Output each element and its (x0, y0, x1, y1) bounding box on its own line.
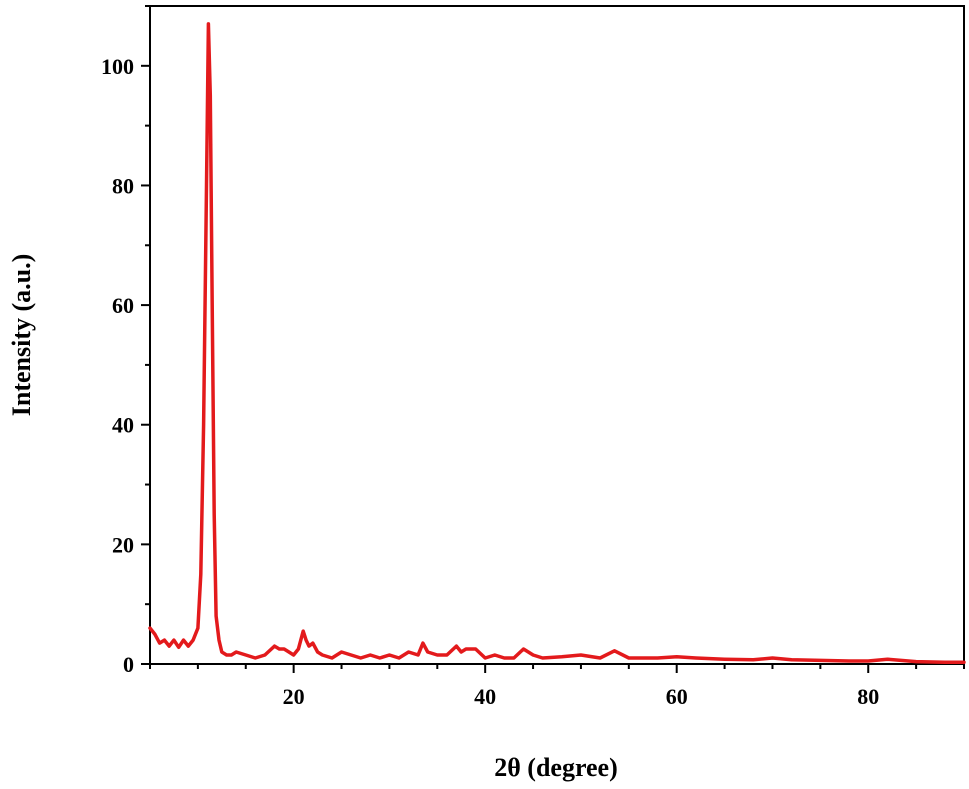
y-tick-label: 20 (112, 532, 134, 557)
y-tick-label: 0 (123, 652, 134, 677)
y-axis-title: Intensity (a.u.) (7, 254, 36, 417)
y-tick-label: 40 (112, 413, 134, 438)
y-tick-label: 60 (112, 293, 134, 318)
x-axis-ticks: 20 40 60 80 (149, 664, 965, 709)
x-tick-label: 60 (666, 684, 688, 709)
y-tick-label: 80 (112, 173, 134, 198)
series-line (148, 22, 966, 664)
plot-border (149, 5, 965, 665)
y-axis-ticks: 0 20 40 60 80 100 (101, 5, 150, 677)
y-tick-label: 100 (101, 54, 134, 79)
x-tick-label: 40 (474, 684, 496, 709)
x-axis-title: 2θ (degree) (494, 753, 618, 782)
x-tick-label: 20 (283, 684, 305, 709)
series-layer (148, 22, 966, 664)
plot-frame (149, 5, 965, 665)
x-tick-label: 80 (857, 684, 879, 709)
